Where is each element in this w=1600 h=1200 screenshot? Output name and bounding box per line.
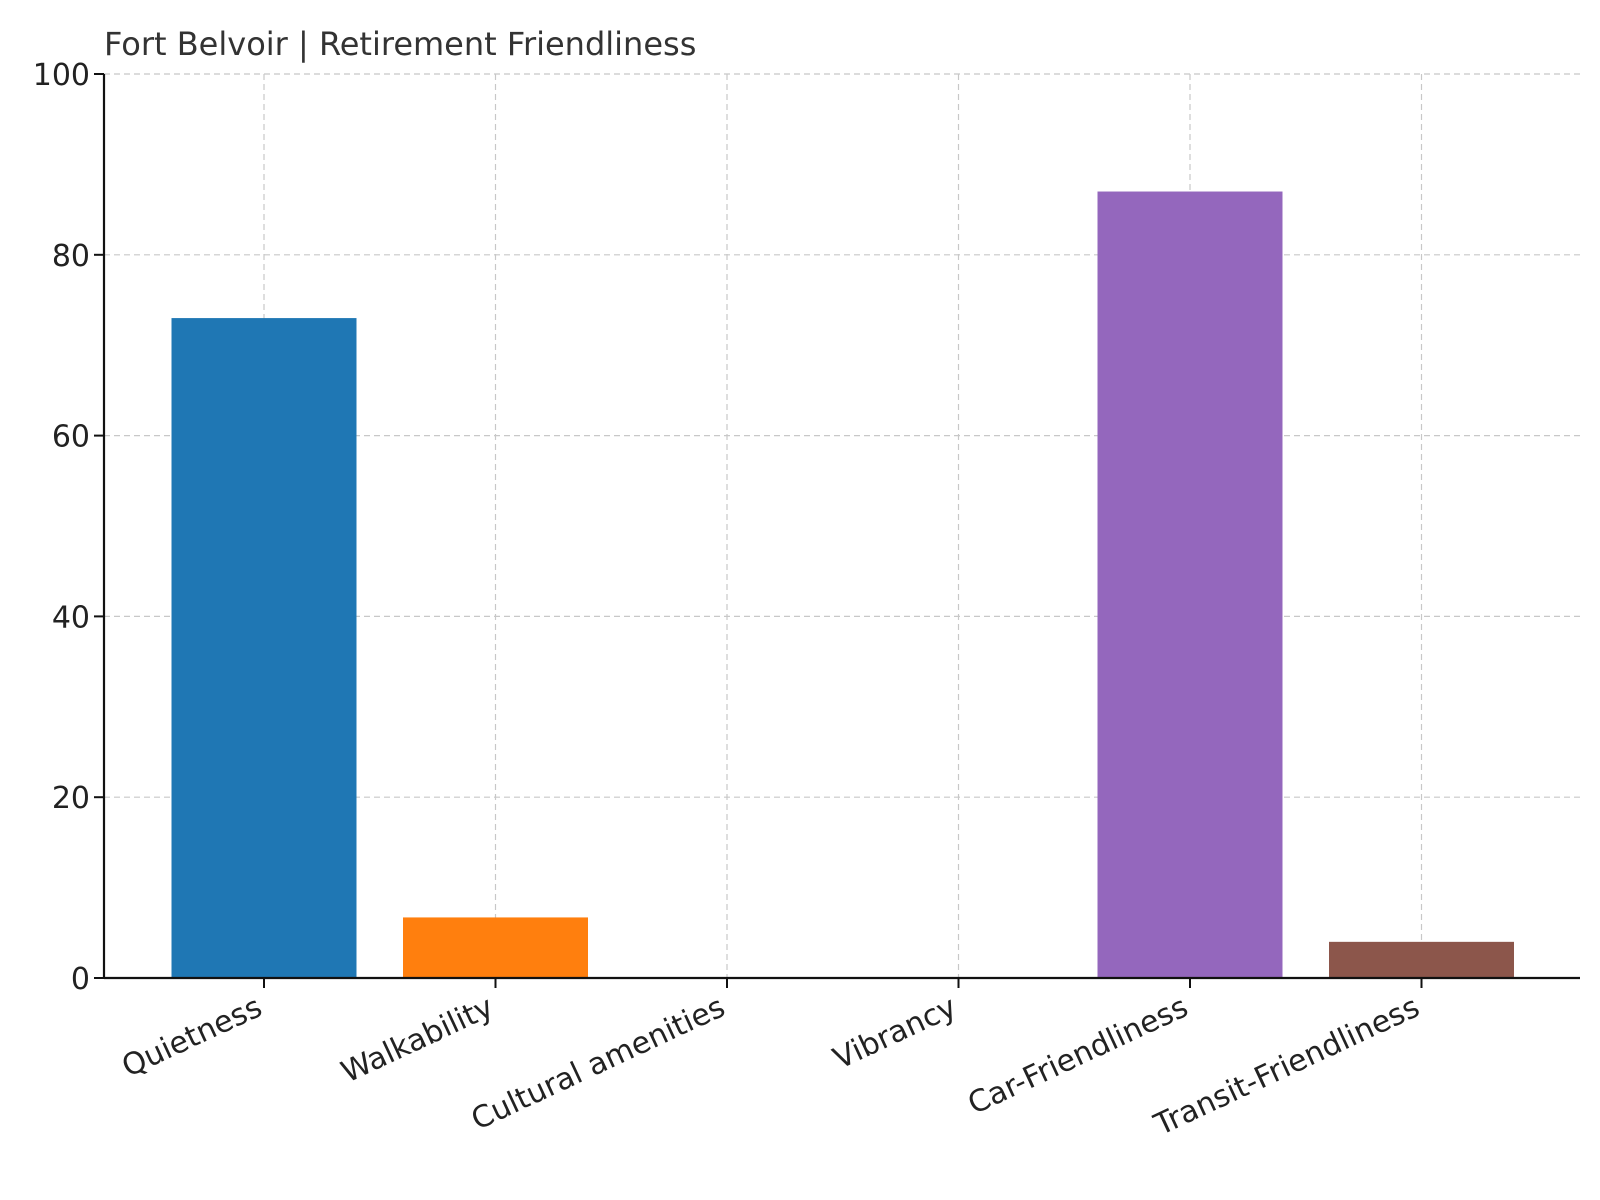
bar-transit-friendliness — [1329, 941, 1514, 978]
y-tick-label: 100 — [33, 58, 90, 93]
y-tick-label: 20 — [52, 781, 90, 816]
y-tick-label: 0 — [71, 962, 90, 997]
y-tick-label: 80 — [52, 239, 90, 274]
x-tick-label: Transit-Friendliness — [1148, 990, 1425, 1144]
x-tick-label: Cultural amenities — [466, 990, 730, 1138]
y-axis-ticks: 0 20 40 60 80 100 — [33, 58, 104, 997]
bars-layer — [171, 191, 1514, 979]
axes-layer — [102, 74, 1580, 980]
y-tick-label: 60 — [52, 420, 90, 455]
bar-walkability — [403, 917, 588, 978]
x-tick-label: Walkability — [336, 990, 499, 1091]
y-tick-label: 40 — [52, 600, 90, 635]
bar-car-friendliness — [1097, 191, 1283, 978]
bar-quietness — [171, 318, 357, 979]
x-tick-label: Vibrancy — [828, 990, 962, 1077]
x-tick-label: Car-Friendliness — [963, 990, 1194, 1122]
chart-title: Fort Belvoir | Retirement Friendliness — [104, 25, 696, 63]
x-tick-label: Quietness — [117, 990, 268, 1085]
